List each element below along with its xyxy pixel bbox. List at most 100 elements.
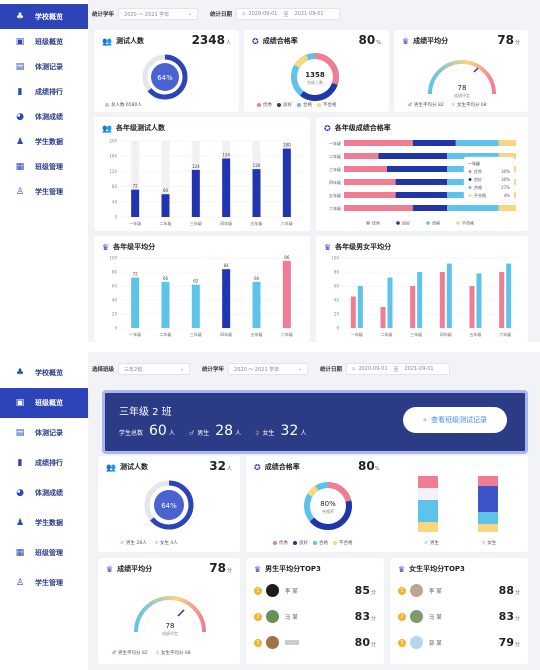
school-icon: ♣ <box>15 368 25 378</box>
medal-icon: ♛ <box>398 564 406 574</box>
class-select[interactable]: 三年2班 ⌄ <box>118 363 191 375</box>
x-tick-label: 三年级 <box>410 331 422 337</box>
bar <box>469 286 475 328</box>
donut-center-label: 合格率 <box>322 508 334 514</box>
date-range-picker[interactable]: ▫ 2020-09-01 至 2021-09-01 <box>236 8 341 20</box>
legend-dot <box>426 221 430 225</box>
bar-background <box>161 141 170 217</box>
bar-segment <box>447 153 499 159</box>
bar <box>476 273 482 328</box>
card-title: 各年级平均分 <box>113 243 156 251</box>
score-icon: ◕ <box>16 488 24 498</box>
female-icon: ♀ <box>255 430 260 437</box>
sidebar-item-ranking[interactable]: ▮ 成绩排行 <box>0 79 88 104</box>
list-item: 2 马 某 83分 <box>254 610 392 623</box>
year-select[interactable]: 2020 ～ 2021 学年 ⌄ <box>228 363 309 375</box>
score-unit: 分 <box>514 642 520 648</box>
ranking-icon: ▮ <box>17 458 23 468</box>
date-from: 2020-09-01 <box>248 11 278 17</box>
sidebar-item-test-records[interactable]: ▤ 体测记录 <box>0 54 88 79</box>
sidebar-item-class-overview[interactable]: ▣ 班级概览 <box>0 388 88 418</box>
bar-segment <box>344 192 396 198</box>
y-tick-label: 六年级 <box>329 205 341 211</box>
avatar <box>410 636 423 649</box>
sidebar-item-school-overview[interactable]: ♣ 学校概览 <box>0 358 88 388</box>
x-tick-label: 一年级 <box>129 331 141 337</box>
date-to: 2021-09-01 <box>404 366 434 372</box>
class-label: 选择班级 <box>92 367 115 373</box>
legend-dot <box>456 221 460 225</box>
pass-rate-card: ✪ 成绩合格率 80% 1358 合格人数 优秀 良好 合格 不合格 <box>244 30 389 112</box>
calendar-icon: ▫ <box>352 366 356 372</box>
class-manage-icon: ▦ <box>15 548 25 558</box>
bar <box>499 272 505 328</box>
year-label: 统计学年 <box>202 367 225 373</box>
medal-icon: ♛ <box>254 564 262 574</box>
bar-segment <box>344 153 379 159</box>
sidebar-item-label: 体测记录 <box>35 62 63 71</box>
bar <box>252 169 261 217</box>
view-records-label: 查看班级测试记录 <box>430 416 487 424</box>
x-tick-label: 四年级 <box>440 331 452 337</box>
sidebar-item-test-scores[interactable]: ◕ 体测成绩 <box>0 104 88 129</box>
pass-rate-donut: 1358 合格人数 <box>291 53 339 101</box>
sidebar-item-school-overview[interactable]: ♣ 学校概览 <box>0 4 88 29</box>
bar-segment <box>395 192 448 198</box>
x-tick-label: 六年级 <box>499 331 511 337</box>
class-pass-rate-value: 80% <box>358 459 380 473</box>
y-tick-label: 100 <box>109 256 117 261</box>
bar-segment <box>412 205 448 211</box>
class-avg-score-value: 78分 <box>209 561 232 575</box>
test-count-value: 2348人 <box>191 33 231 47</box>
bar <box>282 148 291 217</box>
sidebar-item-student-manage[interactable]: ♙ 学生管理 <box>0 179 88 204</box>
class-avg-score-card: ♛ 成绩平均分 78分 78 成绩评定 ♂ 男生平均分 82 ♀ 女生平均分 68 <box>98 558 240 664</box>
pass-rate-legend: 优秀 良好 合格 不合格 <box>252 102 337 108</box>
bar-segment <box>447 205 499 211</box>
y-tick-label: 80 <box>112 184 118 189</box>
sidebar-item-label: 成绩排行 <box>35 459 63 467</box>
test-count-card: 👥 测试人数 2348人 64% 总人数 6580人 <box>94 30 239 112</box>
date-range-picker[interactable]: ▫ 2020-09-01 至 2021-09-01 <box>346 363 451 375</box>
sidebar-item-test-records[interactable]: ▤ 体测记录 <box>0 418 88 448</box>
sidebar-item-ranking[interactable]: ▮ 成绩排行 <box>0 448 88 478</box>
sidebar-item-student-manage[interactable]: ♙ 学生管理 <box>0 568 88 598</box>
chevron-down-icon: ⌄ <box>179 366 185 372</box>
sidebar-item-label: 学生数据 <box>35 137 63 146</box>
data-label: 126 <box>253 163 261 168</box>
y-tick-label: 0 <box>114 215 117 220</box>
sidebar-item-label: 体测记录 <box>35 429 63 437</box>
rank-badge: 1 <box>398 586 406 595</box>
medal-icon: ♛ <box>324 242 332 252</box>
x-tick-label: 二年级 <box>160 331 172 337</box>
card-title: 各年级测试人数 <box>115 124 165 132</box>
class-manage-icon: ▦ <box>15 161 25 172</box>
sidebar-item-student-data[interactable]: ♟ 学生数据 <box>0 129 88 154</box>
sidebar-item-label: 学生数据 <box>35 519 63 527</box>
sidebar-item-class-manage[interactable]: ▦ 班级管理 <box>0 538 88 568</box>
y-tick-label: 80 <box>334 270 340 275</box>
x-tick-label: 六年级 <box>281 331 293 337</box>
student-manage-icon: ♙ <box>15 578 25 588</box>
year-select[interactable]: 2020 ～ 2021 学年 ⌄ <box>118 8 199 20</box>
bar <box>191 284 200 328</box>
donut-center-value: 1358 <box>305 71 325 79</box>
gender-legend: ♂ 男生 <box>424 540 440 547</box>
bar <box>161 194 170 217</box>
card-title: 女生平均分TOP3 <box>409 565 465 573</box>
bar <box>387 277 393 328</box>
sidebar-item-class-overview[interactable]: ▣ 班级概览 <box>0 29 88 54</box>
avg-score-gauge: 78 成绩评定 <box>428 60 496 98</box>
class-test-count-ring: 64% <box>144 480 194 530</box>
ring-percent: 64% <box>161 502 177 510</box>
class-avg-score-legend: ♂ 男生平均分 82 ♀ 女生平均分 68 <box>112 650 191 657</box>
sidebar-item-student-data[interactable]: ♟ 学生数据 <box>0 508 88 538</box>
sidebar-item-test-scores[interactable]: ◕ 体测成绩 <box>0 478 88 508</box>
avg-score-legend: ♂ 男生平均分 82 ♀ 女生平均分 68 <box>408 102 487 109</box>
legend-label: 不合格 <box>462 220 474 226</box>
sidebar-item-class-manage[interactable]: ▦ 班级管理 <box>0 154 88 179</box>
view-records-button[interactable]: ⌕ 查看班级测试记录 <box>403 407 507 433</box>
list-item: 2 马 某 83分 <box>398 610 536 623</box>
